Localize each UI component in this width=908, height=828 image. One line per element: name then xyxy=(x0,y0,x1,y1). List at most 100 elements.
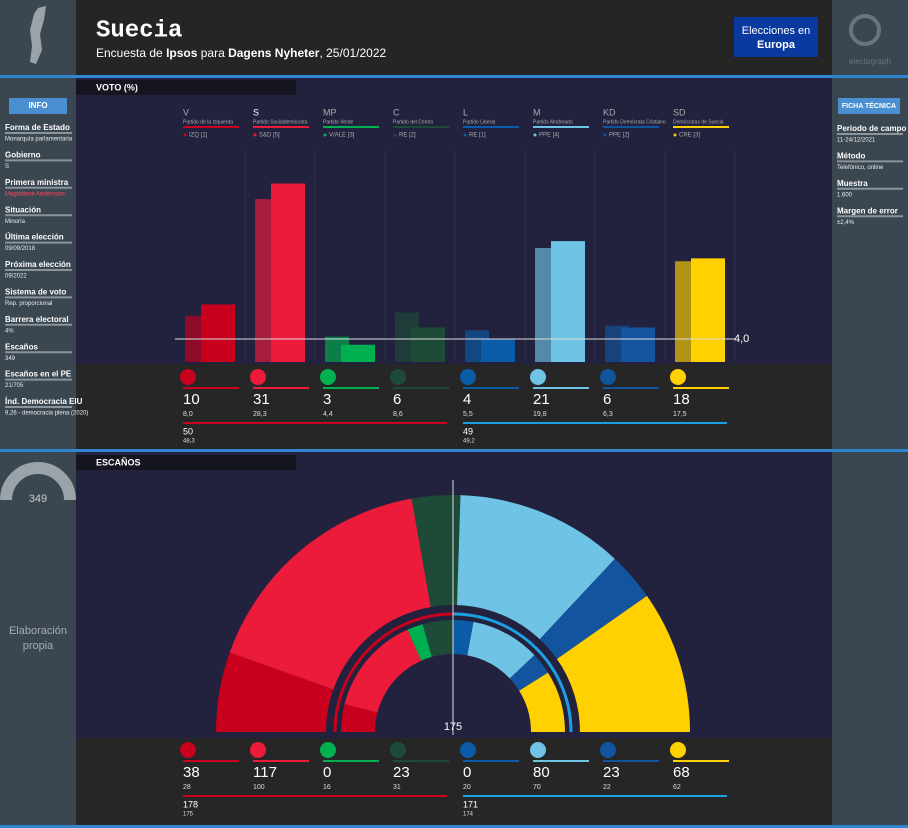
previous-value: 100 xyxy=(253,784,265,791)
info-value: Magdalena Andersson xyxy=(5,191,65,197)
party-abbr: KD xyxy=(603,107,616,117)
current-value: 117 xyxy=(253,764,277,781)
party-icon xyxy=(320,742,336,758)
ficha-value: 11-24/12/2021 xyxy=(837,138,876,144)
seat-arc xyxy=(519,672,565,732)
seat-arc xyxy=(229,498,431,690)
previous-value: 8,0 xyxy=(183,411,193,418)
party-icon xyxy=(530,742,546,758)
party-abbr: SD xyxy=(673,107,686,117)
party-abbr: C xyxy=(393,107,400,117)
seats-gauge xyxy=(0,462,76,501)
previous-value: 22 xyxy=(603,784,611,791)
info-value: 4% xyxy=(5,328,14,334)
party-icon xyxy=(250,742,266,758)
info-label: Última elección xyxy=(5,233,64,242)
previous-value: 28 xyxy=(183,784,191,791)
seat-arc xyxy=(509,655,549,691)
previous-value: 20 xyxy=(463,784,471,791)
current-bar xyxy=(271,183,305,362)
current-value: 21 xyxy=(533,391,550,408)
party-abbr: L xyxy=(463,107,468,117)
current-bar xyxy=(621,327,655,362)
divider xyxy=(0,825,908,828)
seat-arc xyxy=(407,624,432,661)
previous-value: 70 xyxy=(533,784,541,791)
info-label: Gobierno xyxy=(5,151,41,160)
info-label: Próxima elección xyxy=(5,260,71,269)
party-name: Partido de la Izquierda xyxy=(183,119,233,125)
info-value: 21/705 xyxy=(5,383,24,389)
party-group: PPE [4] xyxy=(539,133,560,139)
bloc-value: 171 xyxy=(463,799,478,809)
title: Suecia xyxy=(96,17,182,44)
previous-value: 28,3 xyxy=(253,411,267,418)
current-value: 6 xyxy=(603,391,611,408)
party-name: Partido Demócrata Cristiano xyxy=(603,119,666,125)
group-dot xyxy=(183,133,187,137)
info-label: Forma de Estado xyxy=(5,123,70,132)
info-label: Índ. Democracia EIU xyxy=(5,397,83,406)
party-group: RE [1] xyxy=(469,133,486,139)
current-value: 3 xyxy=(323,391,331,408)
ficha-label: Periodo de campo xyxy=(837,124,906,133)
previous-value: 62 xyxy=(673,784,681,791)
info-value: S xyxy=(5,164,9,170)
section-title: VOTO (%) xyxy=(96,82,138,92)
group-dot xyxy=(323,133,327,137)
info-label: Escaños en el PE xyxy=(5,370,72,379)
previous-value: 16 xyxy=(323,784,331,791)
party-name: Partido del Centro xyxy=(393,119,434,125)
current-bar xyxy=(691,258,725,362)
ficha-label: Muestra xyxy=(837,179,868,188)
party-icon xyxy=(180,369,196,385)
info-value: 9,26 - democracia plena (2020) xyxy=(5,411,88,417)
logo-panel xyxy=(832,0,908,75)
info-label: Barrera electoral xyxy=(5,315,69,324)
ficha-label: Método xyxy=(837,152,866,161)
party-icon xyxy=(390,369,406,385)
party-icon xyxy=(250,369,266,385)
ficha-header xyxy=(838,98,900,114)
current-bar xyxy=(551,241,585,362)
current-value: 0 xyxy=(323,764,331,781)
majority-label: 175 xyxy=(444,721,462,733)
current-value: 6 xyxy=(393,391,401,408)
badge-text: Europa xyxy=(757,39,796,51)
current-bar xyxy=(481,338,515,362)
party-name: Partido Socialdemócrata xyxy=(253,119,308,125)
party-abbr: S xyxy=(253,107,259,117)
previous-value: 6,3 xyxy=(603,411,613,418)
party-icon xyxy=(670,742,686,758)
party-icon xyxy=(460,369,476,385)
info-value: Minoría xyxy=(5,219,26,225)
info-value: 349 xyxy=(5,356,16,362)
subtitle-part: Dagens Nyheter xyxy=(228,46,320,60)
ficha-value: 1.600 xyxy=(837,192,853,198)
current-value: 23 xyxy=(393,764,410,781)
party-group: IZQ [1] xyxy=(189,133,208,139)
info-value: 09/09/2018 xyxy=(5,246,36,252)
info-header xyxy=(9,98,67,114)
ficha-title: FICHA TÉCNICA xyxy=(842,101,896,110)
bloc-previous: 48,3 xyxy=(183,439,195,445)
current-bar xyxy=(201,304,235,362)
group-dot xyxy=(533,133,537,137)
info-label: Sistema de voto xyxy=(5,288,66,297)
section-title: ESCAÑOS xyxy=(96,457,141,467)
seat-arc xyxy=(422,620,454,657)
info-label: Situación xyxy=(5,205,41,214)
divider xyxy=(0,75,908,78)
current-bar xyxy=(411,327,445,362)
subtitle-part: para xyxy=(197,46,228,60)
current-value: 38 xyxy=(183,764,200,781)
party-group: PPE [2] xyxy=(609,133,630,139)
party-icon xyxy=(180,742,196,758)
party-group: V/ALE [3] xyxy=(329,133,355,139)
previous-value: 4,4 xyxy=(323,411,333,418)
party-icon xyxy=(670,369,686,385)
current-bar xyxy=(341,344,375,362)
seat-arc xyxy=(556,595,690,732)
party-name: Demócratas de Suecia xyxy=(673,119,724,125)
